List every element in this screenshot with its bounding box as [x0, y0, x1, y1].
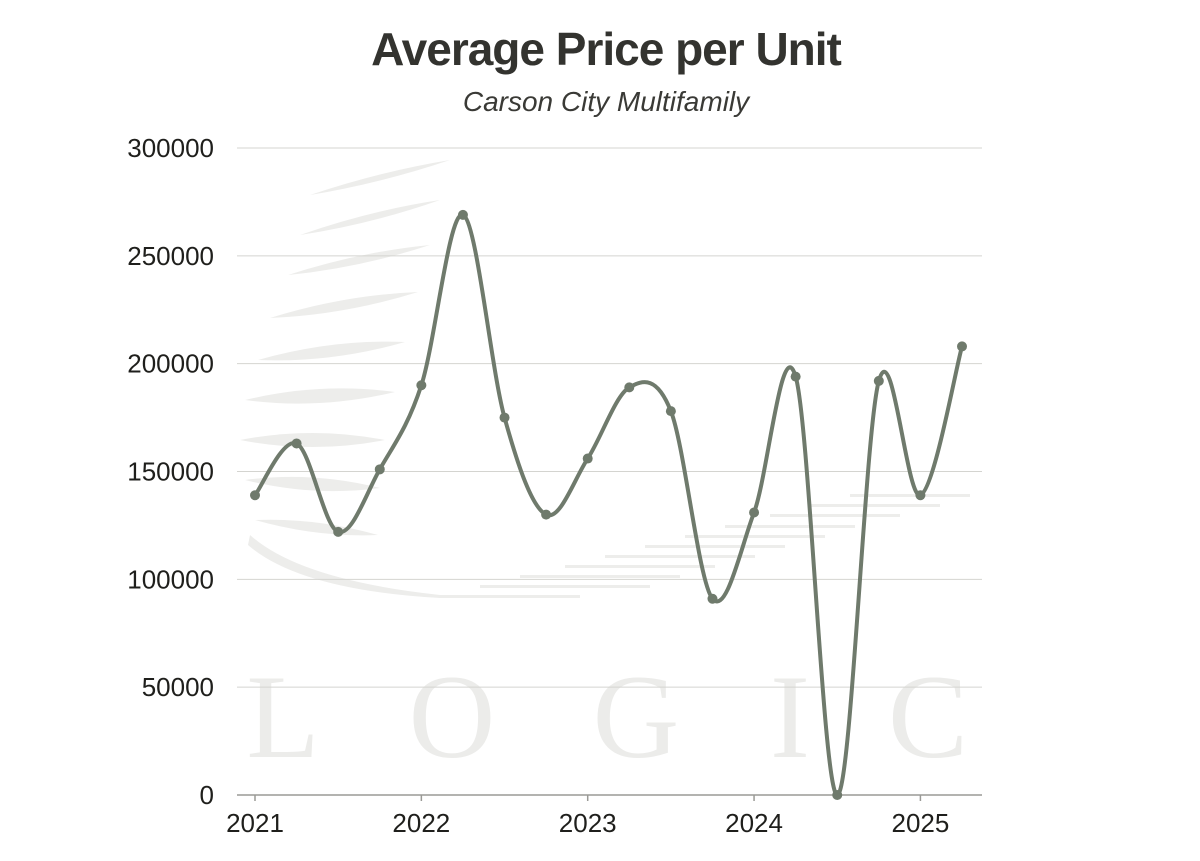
data-point — [665, 406, 676, 417]
watermark-letter: L — [246, 650, 319, 783]
watermark-letter: C — [888, 650, 968, 783]
watermark-letter: I — [770, 650, 810, 783]
x-tick-label: 2024 — [725, 808, 783, 838]
x-tick-label: 2023 — [559, 808, 617, 838]
logic-logo-icon — [240, 160, 970, 598]
y-tick-label: 0 — [200, 780, 214, 810]
chart-subtitle: Carson City Multifamily — [462, 86, 750, 117]
x-tick-label: 2022 — [392, 808, 450, 838]
y-tick-label: 250000 — [127, 241, 214, 271]
data-point — [374, 464, 385, 475]
watermark-letter: O — [409, 650, 496, 783]
data-point — [416, 380, 427, 391]
x-tick-label: 2021 — [226, 808, 284, 838]
y-tick-label: 300000 — [127, 133, 214, 163]
data-point — [832, 790, 843, 800]
data-point — [457, 209, 468, 220]
data-point — [624, 382, 635, 393]
x-axis-ticks: 2021 2022 2023 2024 2025 — [226, 795, 949, 838]
data-point — [749, 507, 760, 518]
data-point — [915, 490, 926, 501]
grid-lines — [237, 147, 982, 796]
watermark-letter: G — [593, 650, 680, 783]
data-point — [707, 593, 718, 604]
data-point — [499, 412, 510, 423]
chart-title: Average Price per Unit — [371, 23, 842, 75]
y-axis-ticks: 0 50000 100000 150000 200000 250000 300000 — [127, 133, 214, 810]
data-point — [291, 438, 302, 449]
y-tick-label: 100000 — [127, 564, 214, 594]
y-tick-label: 200000 — [127, 349, 214, 379]
data-point — [541, 509, 552, 520]
data-point — [582, 453, 593, 464]
series-group — [250, 209, 967, 800]
y-tick-label: 50000 — [142, 672, 214, 702]
data-point — [873, 375, 884, 386]
data-point — [250, 490, 260, 501]
data-point — [333, 526, 344, 537]
y-tick-label: 150000 — [127, 457, 214, 487]
data-point — [790, 371, 801, 382]
x-tick-label: 2025 — [891, 808, 949, 838]
data-point — [957, 341, 967, 352]
